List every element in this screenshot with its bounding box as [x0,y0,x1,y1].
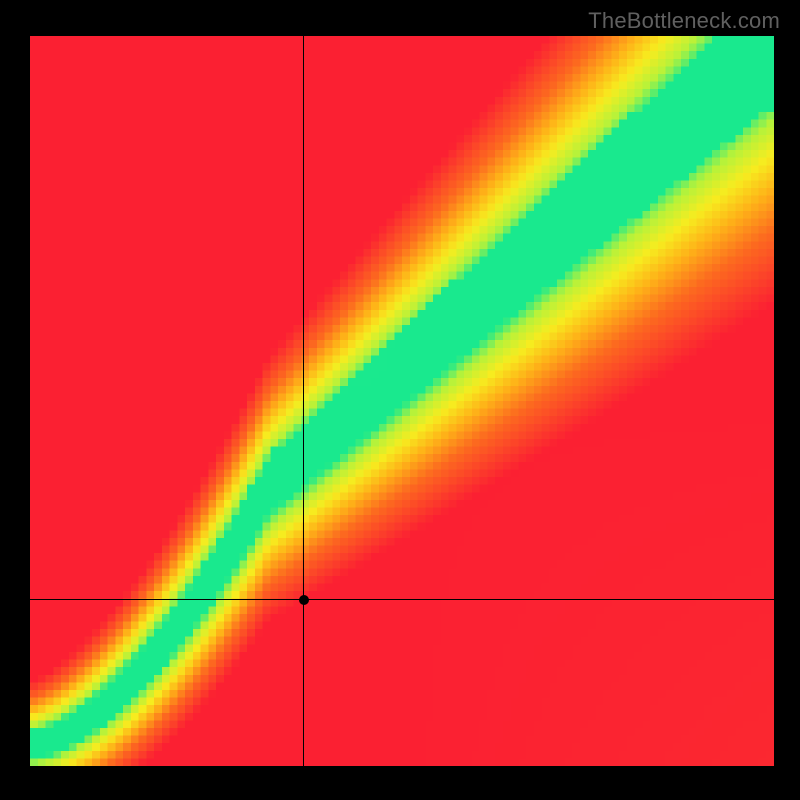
chart-container: TheBottleneck.com [0,0,800,800]
heatmap-plot [30,36,774,766]
watermark-text: TheBottleneck.com [588,8,780,34]
